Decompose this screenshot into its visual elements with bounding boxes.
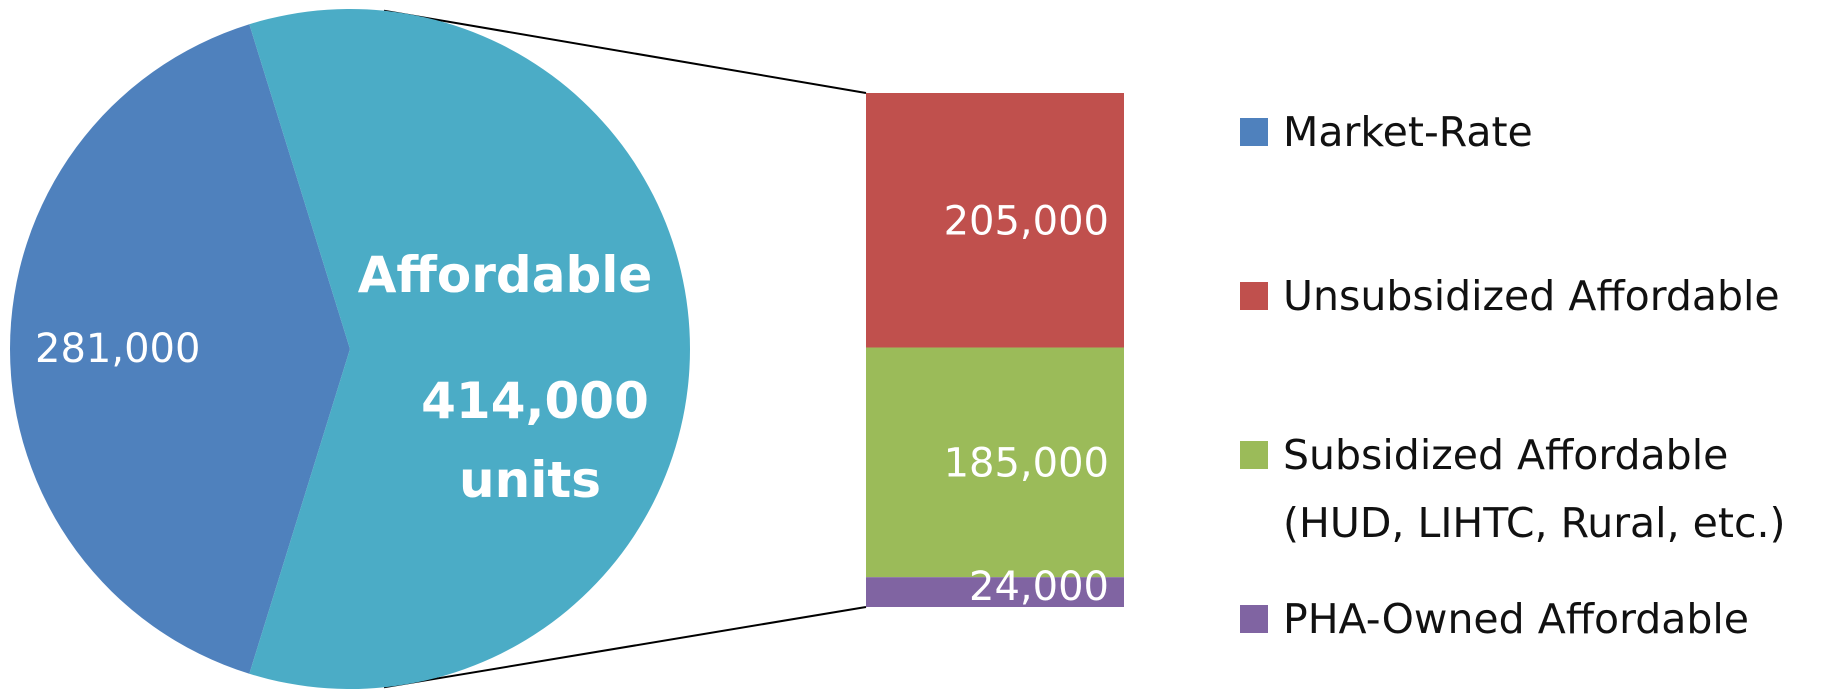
pie-label-affordable-units: units [459,451,601,509]
pie-label-affordable-value: 414,000 [421,372,649,430]
legend-swatch-0 [1240,118,1268,146]
bar-segment-pha_owned [866,577,1124,607]
pie-slice-market-rate [10,24,351,674]
stacked-bar: 205,000 185,000 24,000 [866,93,1124,610]
pie-slice-affordable [249,9,690,689]
bar-label-pha_owned: 24,000 [969,564,1109,610]
legend-label-1: Unsubsidized Affordable [1283,272,1780,320]
legend-swatch-2 [1240,441,1268,469]
bar-label-subsidized: 185,000 [944,440,1109,486]
legend-label-3: PHA-Owned Affordable [1283,595,1749,643]
legend-label-0: Market-Rate [1283,108,1533,156]
pie-label-affordable-title: Affordable [358,246,653,304]
pie-label-market-rate: 281,000 [35,326,200,372]
legend-swatch-1 [1240,282,1268,310]
bar-label-unsubsidized: 205,000 [944,198,1109,244]
connector-line-top [383,9,867,94]
connector-line-bottom [383,606,867,689]
legend-label-2: Subsidized Affordable [1283,431,1728,479]
pie: 281,000 Affordable 414,000 units [10,9,690,689]
legend-label-2-line2: (HUD, LIHTC, Rural, etc.) [1283,499,1786,547]
bar-segment-unsubsidized [866,93,1124,348]
legend: Market-Rate Unsubsidized Affordable Subsid… [1240,108,1786,643]
connector-lines [383,9,867,689]
legend-swatch-3 [1240,605,1268,633]
bar-segment-subsidized [866,347,1124,578]
